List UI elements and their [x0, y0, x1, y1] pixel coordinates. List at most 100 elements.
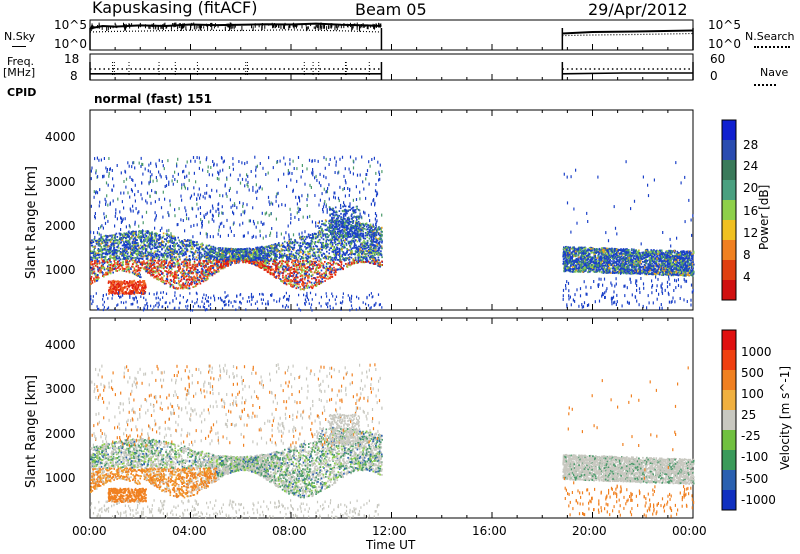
power-cell: [297, 263, 299, 266]
power-cell: [287, 279, 290, 281]
power-cell: [206, 257, 208, 260]
power-cell: [256, 250, 258, 253]
power-cell: [293, 260, 295, 262]
power-cell: [115, 268, 117, 270]
power-cell: [365, 261, 367, 263]
power-cell: [123, 236, 125, 238]
power-cell: [277, 250, 279, 252]
power-cell: [163, 260, 166, 263]
power-cell: [336, 234, 339, 237]
power-cell: [302, 253, 305, 256]
power-cell: [291, 285, 294, 288]
power-cell: [126, 236, 128, 238]
power-cell: [308, 266, 310, 268]
power-cell: [268, 251, 271, 254]
power-cell: [166, 276, 169, 279]
power-cell: [117, 260, 119, 263]
power-cell: [293, 284, 296, 287]
power-cell: [132, 244, 135, 247]
power-cell: [106, 268, 109, 270]
power-cell: [286, 254, 289, 256]
power-cell: [105, 252, 108, 255]
power-cell: [299, 275, 302, 278]
power-cell: [100, 250, 103, 253]
power-cell: [309, 234, 312, 236]
power-cell: [297, 281, 300, 284]
power-cell: [197, 257, 200, 260]
power-cell: [255, 256, 257, 259]
power-cell: [101, 241, 103, 243]
power-cell: [137, 236, 140, 239]
power-cell: [222, 259, 224, 261]
power-cell: [375, 259, 377, 262]
power-cell: [145, 249, 148, 252]
power-cell: [132, 230, 134, 233]
power-cell: [363, 261, 366, 264]
power-cell: [327, 243, 329, 246]
power-cell: [304, 242, 306, 245]
power-cell: [193, 245, 196, 248]
power-cell: [161, 273, 163, 275]
power-cell: [315, 251, 317, 254]
power-cell: [269, 254, 272, 257]
power-cell: [321, 254, 323, 256]
power-cell: [351, 250, 353, 252]
power-cell: [292, 268, 295, 270]
power-cell: [311, 254, 314, 257]
power-cell: [162, 260, 164, 263]
power-cell: [179, 245, 182, 248]
power-cell: [275, 264, 278, 267]
cpid-value: normal (fast) 151: [94, 92, 212, 106]
power-cell: [377, 265, 380, 267]
power-cell: [206, 255, 209, 258]
power-cell: [359, 228, 362, 230]
power-cell: [147, 242, 150, 245]
power-cell: [301, 280, 304, 283]
power-cell: [364, 234, 367, 237]
power-cell: [362, 244, 365, 247]
power-cell: [300, 245, 303, 247]
power-cell: [358, 240, 361, 243]
power-cell: [265, 259, 268, 261]
power-cell: [177, 266, 179, 269]
power-cell: [298, 249, 300, 252]
power-cell: [357, 259, 360, 262]
power-cell: [234, 252, 236, 255]
power-cell: [216, 264, 219, 267]
power-cell: [218, 249, 221, 252]
power-cell: [189, 272, 192, 275]
power-cell: [300, 256, 303, 258]
nsearch-legend-line: [754, 46, 790, 48]
power-cell: [358, 253, 361, 256]
power-cell: [348, 220, 351, 223]
power-cell: [266, 266, 268, 268]
power-cell: [309, 252, 311, 255]
power-cell: [336, 243, 339, 245]
power-cell: [157, 272, 160, 275]
power-cell: [91, 270, 93, 273]
power-cell: [306, 262, 308, 265]
power-cell: [98, 248, 101, 251]
power-cell: [136, 239, 138, 241]
power-cell: [317, 248, 320, 251]
power-cell: [119, 258, 122, 261]
power-cell: [103, 245, 105, 248]
power-cell: [207, 274, 209, 276]
noise-series: [89, 22, 694, 50]
power-cell: [207, 271, 209, 273]
power-cell: [185, 245, 187, 247]
power-cell: [127, 241, 130, 244]
power-cell: [123, 255, 125, 258]
power-cell: [177, 274, 179, 277]
power-cell: [221, 250, 224, 252]
power-cell: [135, 233, 137, 235]
power-cell: [303, 288, 305, 291]
power-cell: [358, 249, 361, 252]
power-cell: [339, 223, 341, 226]
power-cell: [113, 254, 115, 256]
power-cell: [186, 259, 188, 261]
power-cell: [318, 238, 321, 241]
power-cell: [170, 234, 172, 237]
power-cell: [225, 254, 227, 257]
power-cell: [333, 229, 335, 232]
